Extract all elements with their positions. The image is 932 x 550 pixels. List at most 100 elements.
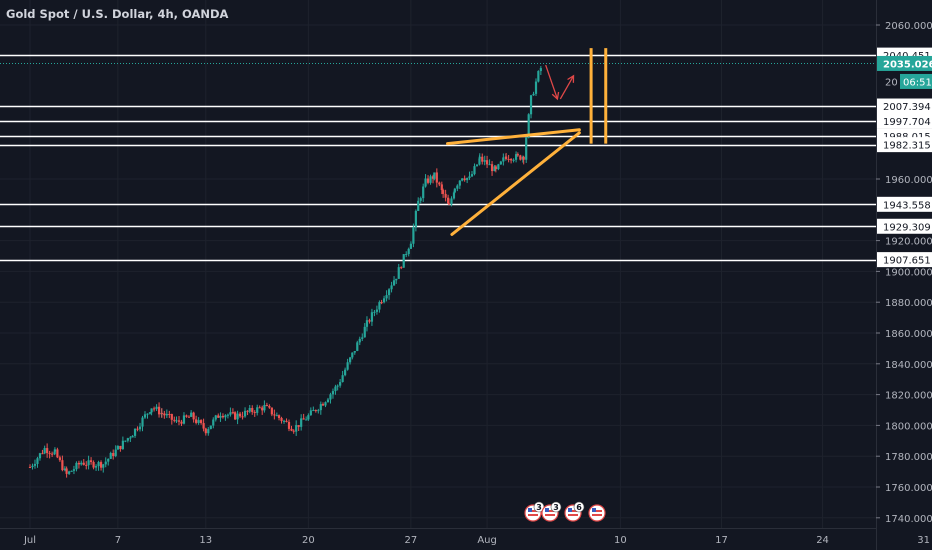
- grid: [0, 0, 925, 528]
- candle-body: [539, 68, 542, 72]
- candle-body: [485, 160, 489, 165]
- candle-body: [82, 462, 85, 465]
- candle-body: [312, 410, 315, 412]
- level-price-label: 1997.704: [883, 117, 931, 128]
- candle-body: [426, 178, 430, 183]
- candle-body: [380, 302, 383, 304]
- candle-body: [392, 280, 396, 286]
- time-axis-bg: [0, 528, 876, 550]
- candle-body: [53, 449, 57, 452]
- candle-body: [412, 227, 415, 244]
- candle-body: [136, 428, 139, 430]
- level-price-tag: [877, 196, 932, 212]
- candle-body: [331, 391, 335, 395]
- candle-body: [275, 415, 278, 417]
- candle-body: [258, 407, 261, 409]
- candle-body: [273, 414, 276, 416]
- candle-body: [309, 410, 312, 416]
- price-tick-label: 1780.000: [885, 452, 932, 463]
- price-tick-label: 1840.000: [885, 360, 932, 371]
- candle-body: [339, 382, 342, 386]
- price-axis[interactable]: 2060.000 1960.000 1920.000 1900.000 1880.000…: [876, 0, 932, 550]
- candle-body: [400, 267, 403, 269]
- candle-body: [319, 404, 322, 411]
- countdown-label: 06:51: [903, 77, 932, 88]
- price-tick-label: 1820.000: [885, 391, 932, 402]
- candle-body: [80, 462, 83, 465]
- time-tick-label: 24: [816, 535, 829, 546]
- candle-body: [488, 164, 491, 166]
- time-tick-label: Jul: [23, 535, 36, 546]
- price-tick-label: 1760.000: [885, 483, 932, 494]
- candle-body: [263, 404, 266, 411]
- candle-body: [353, 350, 356, 353]
- candle-body: [402, 254, 405, 268]
- candle-body: [256, 407, 259, 413]
- price-tick-label: 1900.000: [885, 267, 932, 278]
- candle-body: [373, 311, 376, 313]
- candle-body: [107, 458, 110, 462]
- candle-body: [433, 172, 436, 179]
- candle-body: [363, 326, 366, 338]
- candle-body: [473, 166, 476, 175]
- candle-body: [321, 404, 325, 406]
- arrow-head: [567, 74, 575, 83]
- candle-body: [185, 415, 188, 417]
- candle-body: [358, 338, 361, 343]
- triangle-upper-line: [446, 128, 581, 146]
- candle-body: [48, 453, 51, 455]
- candle-body: [444, 193, 447, 198]
- candle-body: [483, 160, 486, 162]
- candle-body: [56, 449, 59, 458]
- time-tick-label: Aug: [477, 535, 497, 546]
- candle-body: [461, 178, 464, 181]
- candle-body: [314, 410, 317, 412]
- candle-body: [180, 421, 183, 424]
- candle-body: [516, 154, 519, 156]
- candle-body: [494, 166, 497, 170]
- arrow-line: [559, 75, 575, 100]
- candle-body: [94, 466, 98, 468]
- candle-body: [246, 410, 249, 412]
- candle-body: [102, 464, 105, 468]
- chart-title: Gold Spot / U.S. Dollar, 4h, OANDA: [6, 7, 229, 21]
- candle-body: [302, 418, 305, 420]
- candle-body: [170, 414, 173, 420]
- candle-body: [241, 416, 244, 418]
- candle-body: [209, 425, 212, 430]
- flag-stripe: [528, 510, 538, 512]
- candle-body: [447, 203, 451, 205]
- flag-canton: [528, 508, 532, 512]
- candle-body: [431, 176, 435, 179]
- level-price-tag: [877, 137, 932, 153]
- time-axis[interactable]: Jul 7 13 20 27 Aug 10 17 24 31: [0, 528, 930, 550]
- candle-body: [253, 412, 256, 414]
- candle-body: [452, 192, 456, 199]
- candle-body: [534, 81, 538, 94]
- candle-body: [447, 197, 450, 204]
- current-price-label: 2035.026: [883, 59, 932, 70]
- candle-body: [458, 180, 461, 186]
- candle-body: [200, 420, 203, 424]
- candle-body: [397, 267, 400, 279]
- candle-body: [368, 320, 371, 322]
- flag-stripe: [545, 514, 555, 516]
- candle-body: [349, 357, 352, 363]
- candle-body: [453, 188, 456, 193]
- flag-canton: [568, 508, 572, 512]
- candle-body: [207, 429, 210, 434]
- candle-body: [72, 469, 76, 471]
- candle-body: [229, 412, 232, 415]
- candle-body: [470, 174, 474, 177]
- price-tick-label: 1800.000: [885, 421, 932, 432]
- candle-body: [58, 457, 61, 461]
- price-tick-label: 1860.000: [885, 329, 932, 340]
- candle-body: [307, 415, 310, 420]
- candle-body: [234, 412, 237, 420]
- candle-body: [405, 254, 408, 256]
- candle-body: [212, 419, 215, 426]
- time-tick-label: 17: [715, 535, 728, 546]
- candle-body: [175, 420, 178, 422]
- arrow-line: [545, 64, 559, 100]
